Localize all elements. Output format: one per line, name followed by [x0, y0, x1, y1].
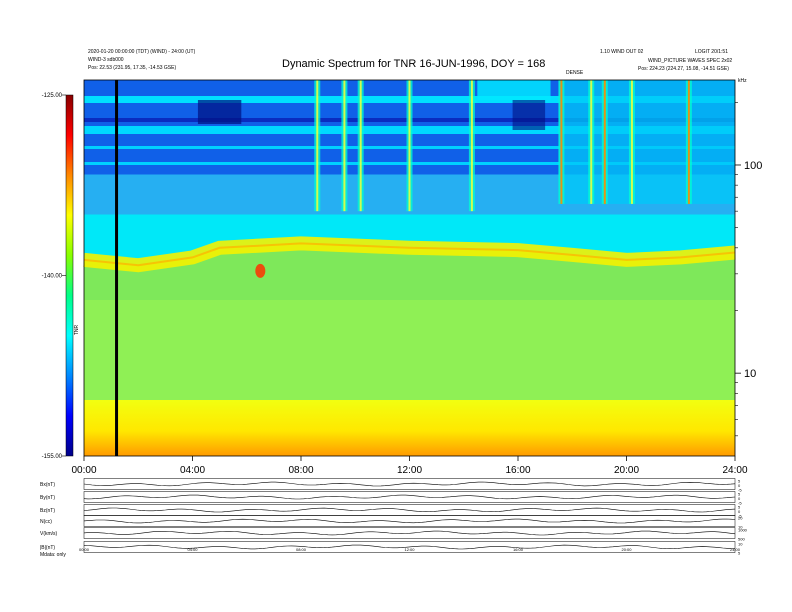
aux-panel-frame [83, 541, 736, 553]
aux-panel-tick: 5 [738, 479, 741, 484]
aux-panel-tick: 10 [738, 525, 743, 530]
dense-marker-label: DENSE [566, 70, 584, 76]
y-tick-label: 100 [744, 160, 762, 172]
spectrum-mid-band [84, 300, 735, 400]
header-left-line2: WIND-3 sdb000 [88, 57, 124, 63]
x-tick-label: 24:00 [722, 465, 747, 476]
emission-burst-core [470, 80, 473, 212]
aux-panel-label: N(cc) [40, 519, 52, 525]
aux-panel-frame [83, 478, 736, 490]
colorbar-tick-label: -125.00 [42, 93, 63, 99]
aux-panel-trace [83, 518, 736, 524]
aux-panel-frame [83, 504, 736, 516]
aux-panel-tick: 0 [738, 496, 741, 501]
aux-panel-frame [83, 515, 736, 527]
aux-panel-tick: 5 [738, 551, 741, 556]
frequency-unit-label: kHz [738, 78, 747, 84]
colorbar: -125.00 -140.00 -155.00 TNR [42, 93, 80, 460]
aux-panel-label: Bx(nT) [40, 482, 55, 488]
aux-panel-trace [83, 507, 736, 513]
chart-title: Dynamic Spectrum for TNR 16-JUN-1996, DO… [282, 58, 546, 70]
x-tick-label: 08:00 [288, 465, 313, 476]
spectrum-bright-patch [477, 80, 551, 100]
aux-panel-tick: 5 [738, 505, 741, 510]
axes: 00:00 04:00 08:00 12:00 16:00 20:00 24:00 100 10 [71, 79, 762, 476]
aux-panel-tick: 500 [738, 537, 745, 542]
aux-panel-label: Bz(nT) [40, 508, 55, 514]
header-left-line3: Pos: 22.53 (231.95, 17.35, -14.53 GSE) [88, 65, 177, 71]
colorbar-bar [65, 94, 74, 457]
spectrum-low-band [84, 400, 735, 456]
emission-burst-core [590, 80, 593, 204]
aux-panel-tick: -5 [738, 488, 742, 493]
plasma-line [83, 242, 736, 267]
aux-panel-label: By(nT) [40, 495, 55, 501]
header-right-line3: WIND_PICTURE WAVES SPEC 2x02 [648, 58, 733, 64]
x-tick-label: 04:00 [180, 465, 205, 476]
aux-panel-tick: 5 [738, 492, 741, 497]
aux-x-tick-label: 16:00 [513, 547, 524, 552]
emission-burst-core [603, 80, 606, 204]
dense-band [558, 80, 735, 204]
x-tick-label: 20:00 [614, 465, 639, 476]
x-tick-label: 16:00 [505, 465, 530, 476]
header-right-line1: 1.10 WIND OUT 02 [600, 49, 644, 55]
aux-panel-tick: -5 [738, 501, 742, 506]
aux-panel-tick: 0 [738, 483, 741, 488]
aux-panel-trace [83, 494, 736, 500]
aux-panel-tick: 20 [738, 516, 743, 521]
header-right-line2: LOGIT 20/1:51 [695, 49, 728, 55]
emission-burst-core [408, 80, 411, 212]
aux-x-tick-label: 20:00 [621, 547, 632, 552]
footer-note: Mdata: only [40, 552, 66, 558]
aux-panel-trace [83, 544, 736, 550]
aux-panel-label: |B|(nT) [40, 545, 55, 551]
aux-x-tick-label: 24:00 [730, 547, 741, 552]
aux-panel-frame [83, 527, 736, 539]
aux-x-tick-label: 08:00 [296, 547, 307, 552]
aux-panels: Bx(nT)50-5By(nT)50-5Bz(nT)50-5N(cc)2010V… [40, 478, 748, 556]
x-tick-label: 12:00 [397, 465, 422, 476]
aux-panel-trace [83, 481, 736, 487]
y-tick-label: 10 [744, 368, 756, 380]
spectrum-dark-patch [197, 100, 242, 124]
colorbar-tick-label: -155.00 [42, 454, 63, 460]
emission-burst-core [343, 80, 346, 212]
spectrum-hotspot [255, 263, 266, 278]
aux-panel-label: V(km/s) [40, 531, 58, 537]
emission-burst-core [687, 80, 690, 204]
header-left-line1: 2020-01-20 00:00:00 (TDT) (WIND) - 24:00… [88, 49, 196, 55]
x-tick-label: 00:00 [71, 465, 96, 476]
header-right-line4: Pos: 224.23 (224.27, 15.08, -14.51 GSE) [638, 66, 729, 72]
emission-burst-core [359, 80, 362, 212]
aux-panel-tick: 10 [738, 542, 743, 547]
emission-burst-core [630, 80, 633, 204]
colorbar-tick-label: -140.00 [42, 274, 63, 280]
spectrogram [83, 80, 736, 456]
aux-x-tick-label: 12:00 [404, 547, 415, 552]
aux-x-tick-label: 04:00 [187, 547, 198, 552]
aux-x-tick-label: 00:00 [79, 547, 90, 552]
aux-panel-tick: 0 [738, 509, 741, 514]
emission-burst-core [316, 80, 319, 212]
spectrum-dark-patch [512, 100, 546, 130]
colorbar-label: TNR [74, 324, 80, 335]
emission-burst-core [560, 80, 563, 204]
aux-panel-tick: -5 [738, 514, 742, 519]
aux-panel-tick: 1000 [738, 528, 748, 533]
aux-panel-trace [83, 530, 736, 536]
